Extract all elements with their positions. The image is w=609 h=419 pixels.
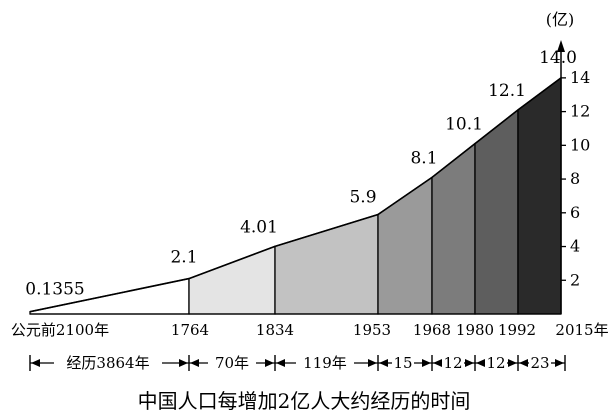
duration-arrow (476, 359, 485, 367)
duration-label: 12 (486, 354, 505, 372)
duration-arrow (265, 359, 274, 367)
value-labels: 0.1355 2.1 4.01 5.9 8.1 10.112.1 14.0 (25, 48, 577, 300)
value-label: 4.01 (240, 217, 278, 237)
x-tick-label: 1953 (353, 321, 391, 339)
value-label: 2.1 (170, 248, 197, 268)
y-tick-label: 10 (570, 135, 590, 154)
duration-arrow (179, 359, 188, 367)
duration-row: 经历3864年 70年 119年 15 12 12 23 (29, 354, 566, 372)
duration-label: 119年 (303, 354, 347, 372)
value-label: 5.9 (349, 187, 376, 207)
value-label: 10.1 (445, 115, 483, 135)
duration-arrow (422, 359, 431, 367)
segment-area (188, 245, 276, 315)
segment-area (377, 176, 433, 315)
y-tick-label: 6 (570, 203, 580, 222)
y-tick-label: 14 (570, 68, 590, 87)
x-tick-label: 1764 (171, 321, 209, 339)
duration-arrow (555, 359, 564, 367)
duration-arrow (508, 359, 517, 367)
duration-arrow (519, 359, 528, 367)
value-label: 8.1 (410, 148, 437, 168)
duration-label: 70年 (215, 354, 249, 372)
trend-line (29, 77, 562, 315)
x-tick-label: 1968 (413, 321, 451, 339)
x-tick-label: 公元前2100年 (11, 321, 109, 339)
y-tick-label: 2 (570, 270, 580, 289)
duration-arrow (276, 359, 285, 367)
value-label: 12.1 (488, 81, 526, 101)
duration-arrow (465, 359, 474, 367)
x-tick-label: 1834 (256, 321, 294, 339)
y-tick-label: 12 (570, 102, 590, 121)
duration-label: 经历3864年 (66, 354, 149, 372)
duration-arrow (379, 359, 388, 367)
duration-arrow (190, 359, 199, 367)
trend-polyline (29, 77, 562, 313)
duration-label: 12 (443, 354, 462, 372)
duration-arrow (368, 359, 377, 367)
y-tick-label: 4 (570, 237, 580, 256)
chart-caption: 中国人口每增加2亿人大约经历的时间 (138, 389, 471, 413)
segment-area (517, 76, 562, 315)
duration-arrow (433, 359, 442, 367)
x-tick-labels: 公元前2100年 1764 1834 1953 1968 1980 1992 2015年 (11, 321, 609, 339)
y-unit-label: (亿) (546, 10, 575, 29)
x-tick-label: 1992 (498, 321, 536, 339)
duration-arrow (31, 359, 40, 367)
segment-area (274, 213, 379, 315)
y-axis-arrow (557, 40, 565, 52)
segment-area (474, 108, 519, 315)
y-tick-label: 8 (570, 169, 580, 188)
segment-areas (29, 76, 562, 315)
y-axis: 2 4 6 8 10 12 14 (557, 40, 590, 314)
x-tick-label: 1980 (456, 321, 494, 339)
segment-area (431, 142, 476, 315)
duration-label: 23 (530, 354, 549, 372)
x-tick-label: 2015年 (555, 321, 608, 339)
duration-label: 15 (393, 354, 412, 372)
value-label: 14.0 (539, 48, 577, 68)
value-label: 0.1355 (25, 280, 84, 300)
